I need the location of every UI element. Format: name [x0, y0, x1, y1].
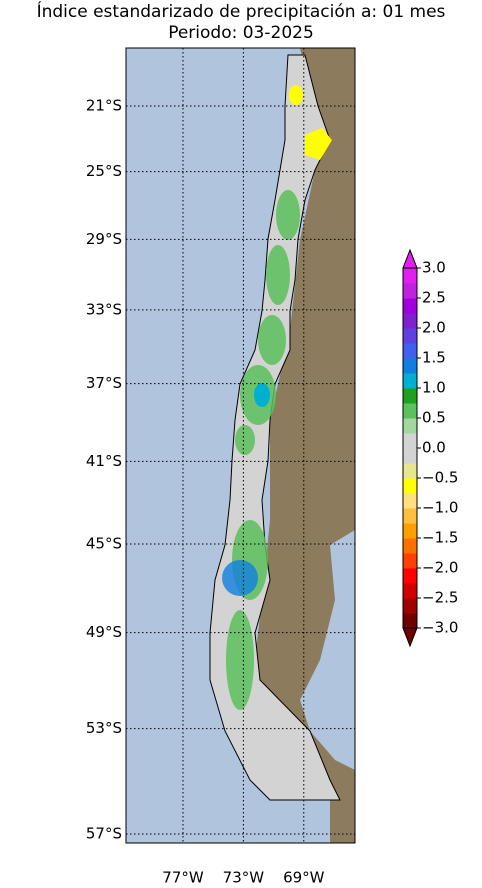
colorbar-bin — [403, 568, 417, 584]
colorbar-label: −1.5 — [422, 529, 458, 547]
spi-dry — [305, 128, 332, 160]
colorbar-label: 0.0 — [422, 439, 446, 457]
colorbar-label: 0.5 — [422, 409, 446, 427]
lat-label: 25°S — [86, 162, 122, 180]
colorbar-bin — [403, 373, 417, 389]
colorbar-bin — [403, 433, 417, 449]
colorbar-label: −0.5 — [422, 469, 458, 487]
colorbar-label: −3.0 — [422, 619, 458, 637]
colorbar-bin — [403, 283, 417, 299]
colorbar-bin — [403, 418, 417, 434]
colorbar-extend-min — [402, 627, 418, 648]
colorbar-bin — [403, 493, 417, 509]
colorbar-bin — [403, 553, 417, 569]
colorbar-label: 3.0 — [422, 259, 446, 277]
lat-label: 21°S — [86, 97, 122, 115]
colorbar-bin — [403, 463, 417, 479]
colorbar-label: −2.5 — [422, 589, 458, 607]
colorbar-bin — [403, 583, 417, 599]
colorbar-bin — [403, 523, 417, 539]
spi-wet — [222, 560, 258, 596]
colorbar-bin — [403, 298, 417, 314]
colorbar-label: 2.5 — [422, 289, 446, 307]
lat-label: 37°S — [86, 374, 122, 392]
lat-label: 45°S — [86, 535, 122, 553]
land — [250, 48, 355, 843]
colorbar-bin — [403, 478, 417, 494]
map — [125, 47, 356, 844]
colorbar-bin — [403, 508, 417, 524]
colorbar-bin — [403, 343, 417, 359]
colorbar-bin — [403, 598, 417, 614]
colorbar-bin — [403, 448, 417, 464]
colorbar-bin — [403, 313, 417, 329]
colorbar-label: −1.0 — [422, 499, 458, 517]
lat-label: 41°S — [86, 452, 122, 470]
colorbar-label: −2.0 — [422, 559, 458, 577]
colorbar-bin — [403, 538, 417, 554]
colorbar-bin — [403, 358, 417, 374]
title: Índice estandarizado de precipitación a:… — [37, 0, 446, 22]
spi-dry — [289, 85, 303, 105]
subtitle: Periodo: 03-2025 — [168, 23, 314, 43]
lat-label: 29°S — [86, 230, 122, 248]
lat-label: 49°S — [86, 623, 122, 641]
colorbar-bin — [403, 403, 417, 419]
spi-wet — [254, 383, 270, 407]
colorbar-extend-max — [402, 248, 418, 269]
colorbar-label: 2.0 — [422, 319, 446, 337]
colorbar-bin — [403, 328, 417, 344]
map-frame — [125, 47, 356, 844]
colorbar-label: 1.5 — [422, 349, 446, 367]
colorbar-bin — [403, 268, 417, 284]
colorbar-bin — [403, 613, 417, 629]
lon-label: 73°W — [223, 869, 265, 885]
colorbar-label: 1.0 — [422, 379, 446, 397]
lon-label: 77°W — [162, 869, 204, 885]
lon-label: 69°W — [283, 869, 325, 885]
colorbar-bin — [403, 388, 417, 404]
lat-label: 53°S — [86, 719, 122, 737]
lat-label: 57°S — [86, 825, 122, 843]
colorbar: 3.0 2.5 2.0 1.5 1.0 0.5 0.0 −0.5 −1.0 −1.5 −2.0 −2.… — [402, 248, 458, 648]
lat-label: 33°S — [86, 300, 122, 318]
